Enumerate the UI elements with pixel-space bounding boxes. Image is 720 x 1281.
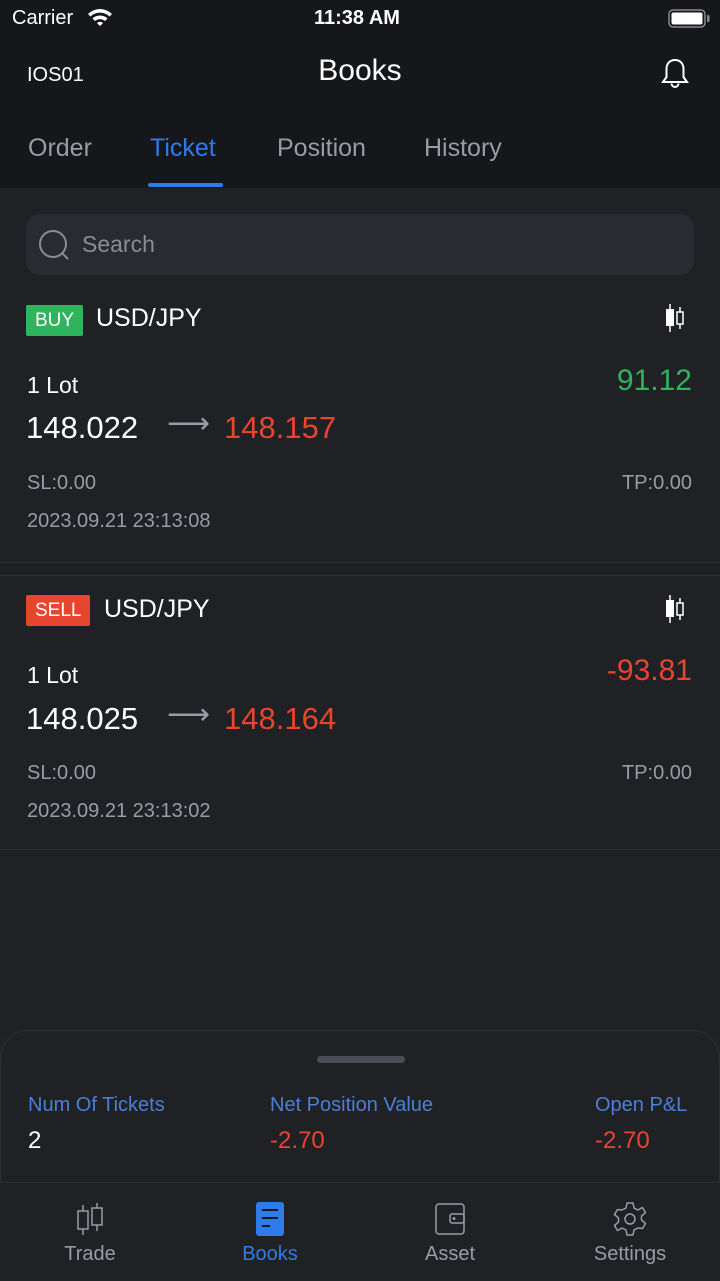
tab-order[interactable]: Order	[28, 134, 92, 162]
open-time: 2023.09.21 23:13:08	[27, 510, 211, 532]
profit-loss: -93.81	[606, 654, 692, 687]
gear-icon	[613, 1202, 647, 1236]
top-bar	[0, 0, 720, 188]
nav-trade[interactable]: Trade	[0, 1183, 180, 1281]
document-icon	[256, 1202, 284, 1236]
open-pnl-label: Open P&L	[595, 1094, 688, 1116]
account-id: IOS01	[27, 64, 84, 86]
drag-handle[interactable]	[317, 1056, 405, 1063]
clock: 11:38 AM	[314, 7, 400, 29]
candlestick-icon[interactable]	[664, 593, 686, 625]
symbol: USD/JPY	[96, 304, 202, 332]
side-badge: BUY	[26, 305, 84, 336]
arrow-right-icon: ⟶	[167, 698, 211, 731]
nav-label: Books	[242, 1243, 298, 1265]
net-position-label: Net Position Value	[270, 1094, 434, 1116]
ticket-card[interactable]: SELL USD/JPY 1 Lot -93.81 148.025 ⟶ 148.…	[0, 562, 720, 850]
lot-size: 1 Lot	[27, 372, 79, 398]
lot-size: 1 Lot	[27, 662, 79, 688]
nav-asset[interactable]: Asset	[360, 1183, 540, 1281]
net-position-value: -2.70	[270, 1127, 325, 1154]
tab-ticket[interactable]: Ticket	[150, 134, 216, 162]
wallet-icon	[435, 1203, 465, 1235]
search-input[interactable]	[82, 214, 672, 275]
wifi-icon	[88, 9, 112, 26]
stop-loss: SL:0.00	[27, 472, 96, 494]
nav-label: Asset	[424, 1243, 476, 1265]
symbol: USD/JPY	[104, 595, 210, 623]
search-icon	[39, 230, 69, 260]
nav-settings[interactable]: Settings	[540, 1183, 720, 1281]
summary-sheet: Num Of Tickets 2 Net Position Value -2.7…	[0, 1030, 720, 1190]
nav-label: Trade	[64, 1243, 116, 1265]
current-price: 148.157	[224, 410, 337, 445]
active-tab-indicator	[148, 183, 223, 187]
tab-history[interactable]: History	[424, 134, 502, 162]
take-profit: TP:0.00	[621, 762, 692, 784]
profit-loss: 91.12	[616, 364, 692, 397]
num-tickets-label: Num Of Tickets	[28, 1094, 165, 1116]
side-badge: SELL	[26, 595, 91, 626]
num-tickets-value: 2	[28, 1127, 42, 1154]
open-price: 148.022	[26, 410, 139, 445]
tab-position[interactable]: Position	[277, 134, 366, 162]
nav-label: Settings	[593, 1243, 667, 1265]
battery-icon	[668, 9, 710, 28]
open-price: 148.025	[26, 701, 139, 736]
nav-books[interactable]: Books	[180, 1183, 360, 1281]
bottom-nav: Trade Books Asset Settings	[0, 1182, 720, 1280]
arrow-right-icon: ⟶	[167, 407, 211, 440]
carrier-label: Carrier	[12, 7, 74, 29]
candlestick-icon[interactable]	[664, 302, 686, 334]
search-bar[interactable]	[26, 214, 694, 275]
open-time: 2023.09.21 23:13:02	[27, 800, 211, 822]
current-price: 148.164	[224, 701, 337, 736]
ticket-card[interactable]: BUY USD/JPY 1 Lot 91.12 148.022 ⟶ 148.15…	[0, 288, 720, 576]
open-pnl-value: -2.70	[595, 1127, 650, 1154]
take-profit: TP:0.00	[621, 472, 692, 494]
candlestick-icon	[77, 1203, 103, 1235]
stop-loss: SL:0.00	[27, 762, 96, 784]
bell-icon[interactable]	[659, 57, 691, 91]
page-title: Books	[318, 54, 402, 87]
